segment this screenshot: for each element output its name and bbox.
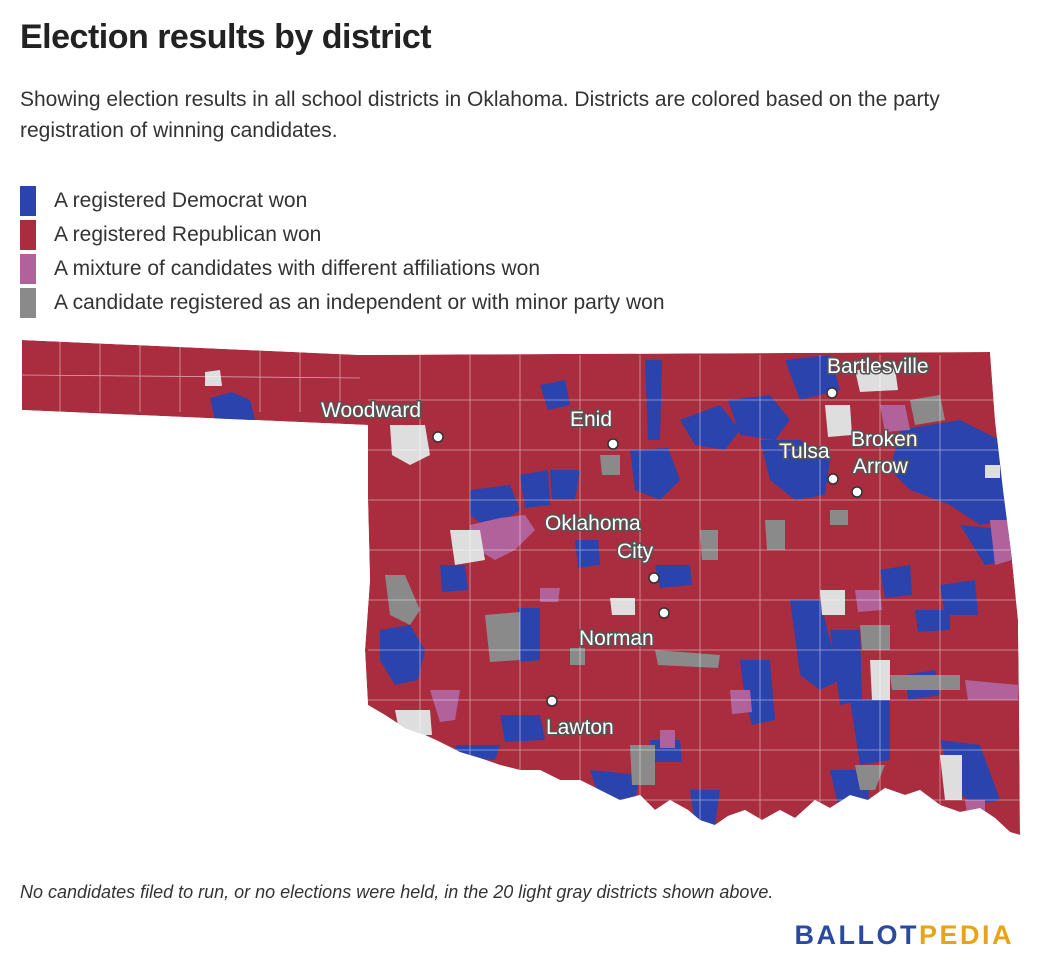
legend-item-republican: A registered Republican won [20,218,665,252]
city-woodward: Woodward [320,398,444,443]
ballotpedia-logo: BALLOTPEDIA [794,920,1014,951]
city-dot-lawton [546,695,558,707]
city-dot-norman [658,607,670,619]
subtitle: Showing election results in all school d… [20,88,940,142]
brand-part-pedia: PEDIA [918,920,1014,950]
city-dot-broken-arrow [851,486,863,498]
district-shapes [22,340,1020,835]
city-tulsa: Tulsa [778,439,839,485]
city-oklahoma-city: Oklahoma City [544,511,660,584]
brand-part-ballot: BALLOT [794,920,919,950]
legend-swatch-democrat [20,186,36,216]
city-label-city: City [617,540,654,563]
page-title: Election results by district [20,18,432,56]
city-dot-enid [607,438,619,450]
city-dot-woodward [432,431,444,443]
city-dot-oklahoma-city [648,572,660,584]
mixed-districts [430,405,1018,820]
legend-item-democrat: A registered Democrat won [20,184,665,218]
city-lawton: Lawton [545,695,615,741]
city-dot-tulsa [827,473,839,485]
democrat-districts [210,355,1015,825]
legend-label-democrat: A registered Democrat won [54,189,308,212]
legend: A registered Democrat won A registered R… [20,184,665,320]
legend-label-mixed: A mixture of candidates with different a… [54,257,540,280]
footnote: No candidates filed to run, or no electi… [20,882,774,902]
legend-label-republican: A registered Republican won [54,223,322,246]
legend-swatch-independent [20,288,36,318]
city-label-lawton: Lawton [546,716,614,739]
city-label-norman: Norman [579,627,654,650]
legend-swatch-mixed [20,254,36,284]
legend-item-mixed: A mixture of candidates with different a… [20,252,665,286]
legend-swatch-republican [20,220,36,250]
city-label-woodward: Woodward [321,399,421,422]
city-label-enid: Enid [570,408,612,431]
city-bartlesville: Bartlesville [826,354,930,399]
city-broken-arrow: Broken Arrow [850,427,919,498]
city-markers: Bartlesville Woodward Enid Tulsa Broken … [320,354,931,741]
city-enid: Enid [569,407,619,450]
city-label-broken: Broken [851,428,918,451]
city-label-arrow: Arrow [853,455,909,478]
city-label-bartlesville: Bartlesville [827,355,929,378]
city-label-tulsa: Tulsa [779,440,830,463]
city-label-oklahoma: Oklahoma [545,512,641,535]
legend-label-independent: A candidate registered as an independent… [54,291,665,314]
legend-item-independent: A candidate registered as an independent… [20,286,665,320]
oklahoma-district-map: Bartlesville Woodward Enid Tulsa Broken … [22,340,1020,835]
independent-districts [385,395,960,790]
city-dot-bartlesville [826,387,838,399]
city-norman: Norman [578,607,670,652]
